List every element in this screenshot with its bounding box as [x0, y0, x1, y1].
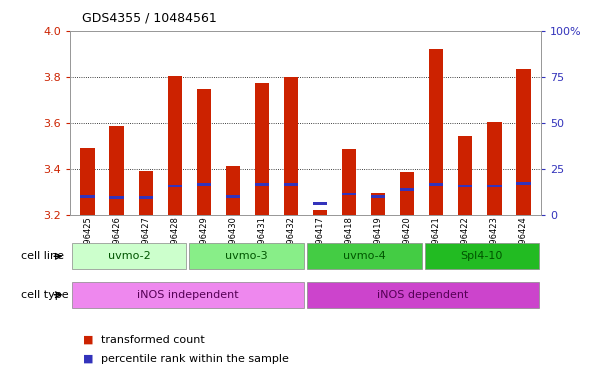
Bar: [425, 243, 540, 269]
Bar: [342, 193, 356, 195]
Bar: [139, 196, 153, 199]
Text: iNOS independent: iNOS independent: [137, 290, 239, 300]
Bar: [516, 182, 530, 185]
Bar: [284, 77, 298, 215]
Bar: [429, 184, 444, 186]
Bar: [371, 193, 386, 215]
Bar: [458, 185, 472, 187]
Bar: [71, 243, 186, 269]
Bar: [400, 188, 414, 191]
Bar: [342, 149, 356, 215]
Bar: [109, 196, 124, 199]
Text: Spl4-10: Spl4-10: [461, 251, 503, 262]
Bar: [255, 83, 269, 215]
Bar: [225, 166, 240, 215]
Bar: [225, 195, 240, 198]
Text: cell type: cell type: [21, 290, 68, 300]
Bar: [81, 195, 95, 198]
Bar: [167, 185, 182, 187]
Bar: [487, 122, 502, 215]
Bar: [458, 136, 472, 215]
Text: GDS4355 / 10484561: GDS4355 / 10484561: [82, 12, 218, 25]
Bar: [71, 282, 304, 308]
Text: iNOS dependent: iNOS dependent: [378, 290, 469, 300]
Text: uvmo-4: uvmo-4: [343, 251, 386, 262]
Bar: [284, 184, 298, 186]
Text: transformed count: transformed count: [101, 335, 205, 345]
Bar: [189, 243, 304, 269]
Bar: [487, 185, 502, 187]
Bar: [197, 184, 211, 186]
Bar: [307, 282, 540, 308]
Bar: [167, 76, 182, 215]
Bar: [255, 184, 269, 186]
Text: ■: ■: [82, 335, 93, 345]
Text: uvmo-3: uvmo-3: [225, 251, 268, 262]
Bar: [371, 195, 386, 198]
Bar: [400, 172, 414, 215]
Text: cell line: cell line: [21, 251, 64, 262]
Bar: [313, 210, 327, 215]
Text: percentile rank within the sample: percentile rank within the sample: [101, 354, 288, 364]
Bar: [307, 243, 422, 269]
Text: uvmo-2: uvmo-2: [108, 251, 150, 262]
Bar: [81, 148, 95, 215]
Text: ■: ■: [82, 354, 93, 364]
Bar: [197, 89, 211, 215]
Bar: [429, 49, 444, 215]
Bar: [313, 202, 327, 205]
Bar: [139, 171, 153, 215]
Bar: [109, 126, 124, 215]
Bar: [516, 69, 530, 215]
